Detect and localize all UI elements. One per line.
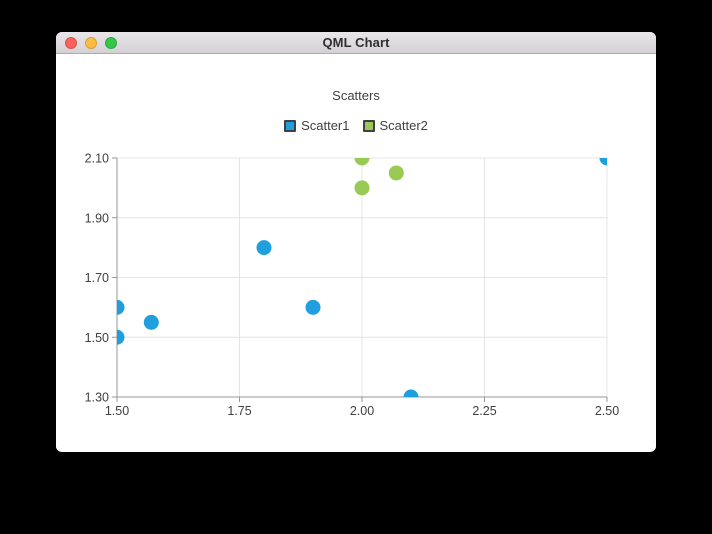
scatter-point-scatter2[interactable] <box>354 151 370 166</box>
scatter-point-scatter1[interactable] <box>143 314 159 330</box>
scatter-points-layer <box>110 151 615 405</box>
plot-svg: 1.301.501.701.902.101.50 1.75 2.00 2.25 2.50 <box>85 151 620 419</box>
scatter-point-scatter2[interactable] <box>388 165 404 181</box>
legend-label-scatter2: Scatter2 <box>379 118 428 133</box>
x-tick-label: 2.50 <box>595 404 619 418</box>
y-tick-label: 1.90 <box>85 211 109 225</box>
legend-item-scatter1[interactable]: Scatter1 <box>284 118 350 133</box>
scatter-point-scatter1[interactable] <box>599 151 615 166</box>
chart-title: Scatters <box>332 88 380 103</box>
chart-view: 1.30 1.50 1.70 1.90 2.10 1.50 1.75 2.00 2.25 2.50… <box>56 54 656 451</box>
title-bar[interactable]: QML Chart <box>56 32 656 54</box>
scatter1-marker-icon <box>284 119 297 132</box>
scatter-point-scatter1[interactable] <box>110 329 125 345</box>
app-window: QML Chart 1.30 1.50 1.70 1.90 2.10 1.50 1.75 2.… <box>56 32 656 452</box>
y-tick-label: 2.10 <box>85 152 109 166</box>
x-tick-label: 2.25 <box>472 404 496 418</box>
window-title: QML Chart <box>322 35 390 50</box>
close-button[interactable] <box>65 37 77 49</box>
x-tick-label: 2.00 <box>350 404 374 418</box>
scatter2-marker-icon <box>362 119 375 132</box>
x-tick-label: 1.50 <box>105 404 129 418</box>
scatter-point-scatter1[interactable] <box>305 299 321 315</box>
y-tick-label: 1.70 <box>85 271 109 285</box>
legend-item-scatter2[interactable]: Scatter2 <box>362 118 428 133</box>
scatter-point-scatter2[interactable] <box>354 180 370 196</box>
window-controls <box>65 37 117 49</box>
chart-legend: Scatter1 Scatter2 <box>56 118 656 133</box>
scatter-point-scatter1[interactable] <box>256 240 272 256</box>
zoom-button[interactable] <box>105 37 117 49</box>
y-tick-label: 1.30 <box>85 391 109 405</box>
minimize-button[interactable] <box>85 37 97 49</box>
legend-label-scatter1: Scatter1 <box>301 118 350 133</box>
x-tick-label: 1.75 <box>227 404 251 418</box>
scatter-point-scatter1[interactable] <box>403 389 419 405</box>
y-tick-label: 1.50 <box>85 331 109 345</box>
scatter-point-scatter1[interactable] <box>110 299 125 315</box>
